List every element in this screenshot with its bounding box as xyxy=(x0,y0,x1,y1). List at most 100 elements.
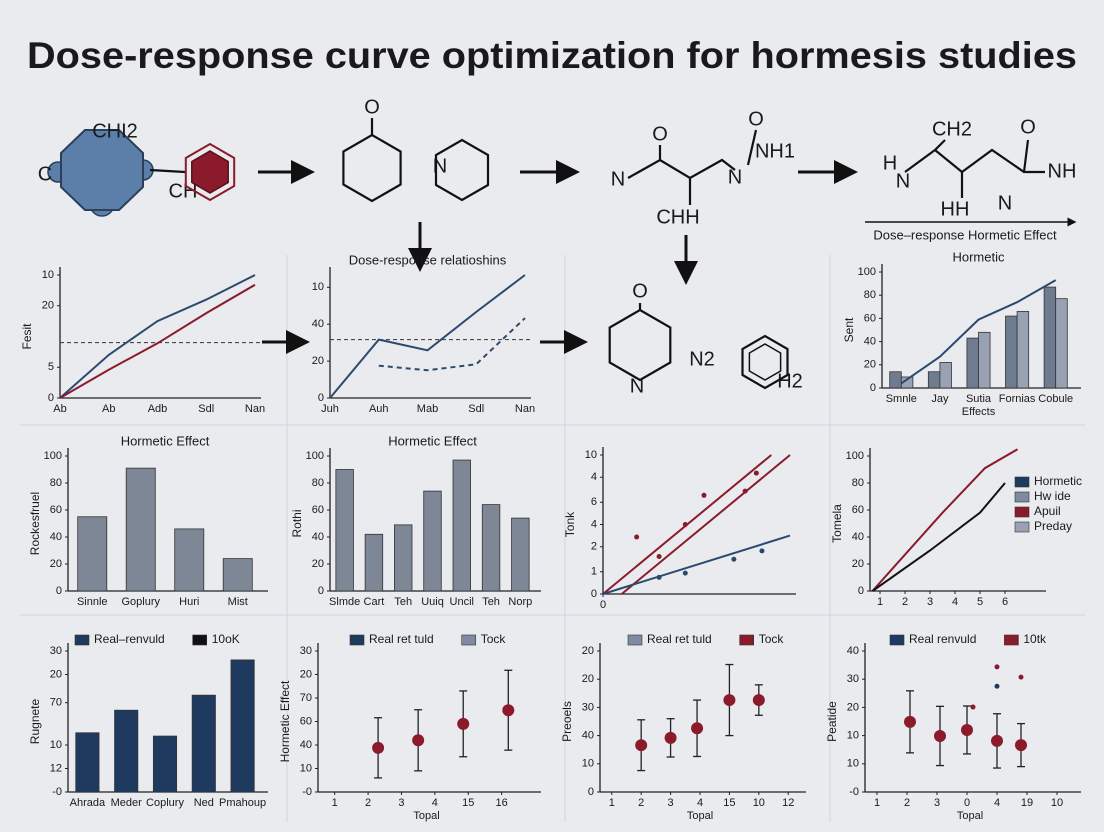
point xyxy=(753,470,759,476)
x-tick-label: 19 xyxy=(1021,797,1033,809)
x-tick-label: Sdl xyxy=(198,403,214,415)
bar xyxy=(75,732,100,793)
x-tick-label: Ab xyxy=(53,403,66,415)
line xyxy=(871,482,1006,592)
x-tick-label: Uuiq xyxy=(421,596,444,608)
y-tick-label: 0 xyxy=(318,392,324,404)
page-title: Dose-response curve optimization for hor… xyxy=(27,35,1077,76)
x-tick-label: 15 xyxy=(462,797,474,809)
y-tick-label: 70 xyxy=(50,697,62,709)
point xyxy=(691,722,704,735)
x-tick-label: Goplury xyxy=(121,596,160,608)
x-tick-label: Cobule xyxy=(1038,393,1073,405)
legend-swatch xyxy=(889,634,905,646)
x-tick-label: 3 xyxy=(668,797,674,809)
y-tick-label: 40 xyxy=(864,336,876,348)
x-tick-label: 4 xyxy=(432,797,438,809)
y-tick-label: 1 xyxy=(591,566,597,578)
bar xyxy=(394,524,413,592)
y-tick-label: 4 xyxy=(591,471,597,483)
x-tick-label: 2 xyxy=(365,797,371,809)
point xyxy=(731,556,737,562)
chart: Hormetic Effect Topal -0 10 40 60 70 20 30 1 2 3 4 15… xyxy=(278,632,541,822)
atom-label: O xyxy=(364,96,380,118)
y-tick-label: 10 xyxy=(300,762,312,774)
x-tick-label: Mab xyxy=(417,403,438,415)
x-tick-label: 2 xyxy=(902,596,908,608)
y-tick-label: 80 xyxy=(864,289,876,301)
x-tick-label: Sutia xyxy=(966,393,992,405)
y-tick-label: 20 xyxy=(582,673,594,685)
y-tick-label: 20 xyxy=(50,558,62,570)
x-tick-label: 10 xyxy=(1051,797,1063,809)
bar xyxy=(889,371,902,389)
y-axis-label: Peatide xyxy=(825,701,839,742)
bar xyxy=(174,528,205,592)
point xyxy=(759,548,765,554)
y-tick-label: 20 xyxy=(312,558,324,570)
legend-label: Hormetic xyxy=(1034,474,1082,488)
x-tick-label: 0 xyxy=(964,797,970,809)
y-tick-label: 40 xyxy=(300,739,312,751)
x-tick-label: 2 xyxy=(638,797,644,809)
chart: Dose-response relatioshins 0 20 40 10 Juh Auh M… xyxy=(312,252,535,414)
x-tick-label: 16 xyxy=(495,797,507,809)
x-tick-label: Pmahoup xyxy=(219,797,266,809)
x-tick-label: Adb xyxy=(148,403,168,415)
atom-label: C xyxy=(38,163,52,185)
y-tick-label: 20 xyxy=(42,300,54,312)
y-tick-label: 0 xyxy=(318,585,324,597)
y-axis-label: Fesit xyxy=(20,323,34,350)
y-axis-label: Tomela xyxy=(830,504,844,543)
bar xyxy=(77,516,108,592)
legend-label: 10oK xyxy=(212,632,240,646)
line xyxy=(871,448,1019,592)
bar xyxy=(511,517,530,592)
x-tick-label: Slmde xyxy=(329,596,360,608)
atom-label: N xyxy=(728,166,742,188)
ring xyxy=(184,142,236,202)
line xyxy=(900,279,1057,385)
y-tick-label: 10 xyxy=(312,281,324,293)
x-tick-label: 1 xyxy=(877,596,883,608)
legend-swatch xyxy=(192,634,208,646)
chart-title: Hormetic Effect xyxy=(388,433,477,448)
x-tick-label: 4 xyxy=(697,797,703,809)
atom-label: N2 xyxy=(689,348,715,370)
x-tick-label: Ned xyxy=(194,797,214,809)
legend-swatch xyxy=(1014,476,1030,488)
legend-swatch xyxy=(627,634,643,646)
y-tick-label: 30 xyxy=(50,645,62,657)
x-tick-label: 4 xyxy=(952,596,958,608)
chain xyxy=(904,148,1045,174)
ring xyxy=(608,308,672,382)
y-tick-label: -0 xyxy=(302,786,312,798)
bar xyxy=(364,533,384,592)
bar xyxy=(1055,298,1068,389)
bar xyxy=(335,469,354,592)
bar xyxy=(1043,286,1057,389)
point xyxy=(994,683,1000,689)
atom-label: HH xyxy=(941,198,970,220)
y-tick-label: 60 xyxy=(312,504,324,516)
y-tick-label: 60 xyxy=(852,504,864,516)
diagram-caption: Dose–response Hormetic Effect xyxy=(873,227,1057,242)
y-tick-label: 40 xyxy=(50,531,62,543)
y-tick-label: 20 xyxy=(582,645,594,657)
y-tick-label: 100 xyxy=(846,450,864,462)
y-tick-label: 30 xyxy=(300,645,312,657)
chart: Hormetic Effect Rothi 0 20 40 60 80 100 Slmde Car… xyxy=(290,433,541,608)
legend-label: Apuil xyxy=(1034,504,1061,518)
line xyxy=(59,283,256,399)
point xyxy=(970,704,976,710)
x-tick-label: Sdl xyxy=(468,403,484,415)
point xyxy=(656,553,662,559)
point xyxy=(961,723,973,736)
y-tick-label: 10 xyxy=(50,739,62,751)
x-tick-label: Ab xyxy=(102,403,115,415)
y-axis-label: Sent xyxy=(842,317,856,342)
x-tick-label: 2 xyxy=(904,797,910,809)
legend-label: Preday xyxy=(1034,519,1072,533)
